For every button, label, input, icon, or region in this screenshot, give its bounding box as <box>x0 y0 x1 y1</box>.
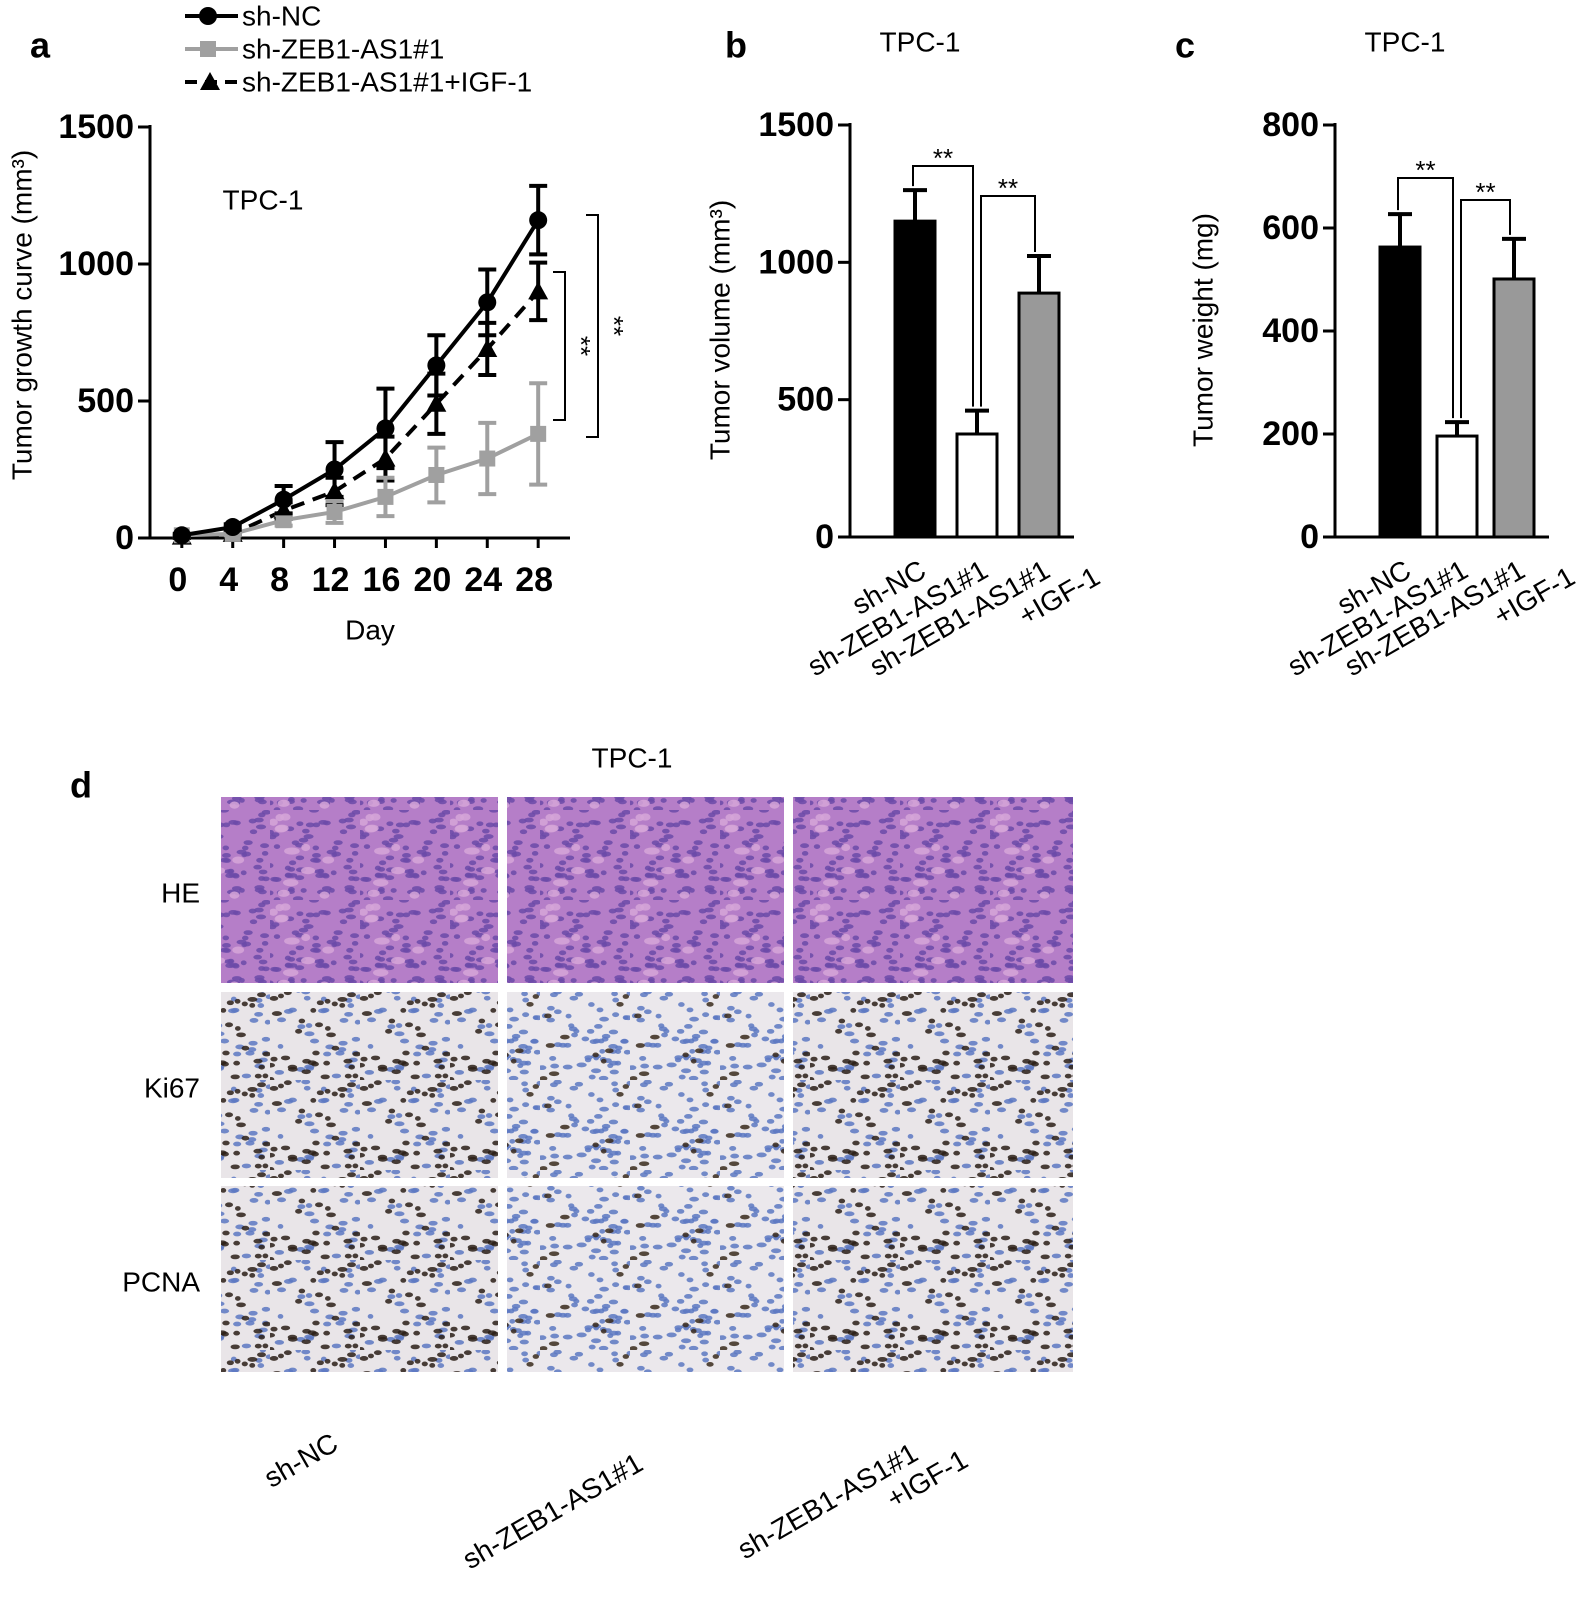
bar <box>955 432 999 539</box>
marker <box>377 488 394 505</box>
y-tick-label: 400 <box>1262 312 1319 350</box>
significance-label: ** <box>566 336 596 356</box>
x-axis-label: Day <box>345 615 395 646</box>
marker <box>528 281 549 300</box>
y-tick-label: 500 <box>777 381 834 419</box>
row-label: Ki67 <box>144 1073 200 1104</box>
y-tick-label: 600 <box>1262 209 1319 247</box>
x-tick-label: 4 <box>219 561 238 599</box>
y-axis-label: Tumor weight (mg) <box>1188 213 1219 447</box>
series-line <box>181 290 540 539</box>
significance-label: ** <box>998 173 1018 203</box>
x-tick-label: 16 <box>363 561 401 599</box>
significance-bracket <box>553 271 566 421</box>
marker <box>477 338 498 357</box>
y-tick-label: 1500 <box>758 106 834 144</box>
legend-marker <box>200 72 220 90</box>
x-tick-label: 0 <box>168 561 187 599</box>
category-label: sh-ZEB1-AS1#1 <box>457 1447 648 1575</box>
marker <box>428 466 445 483</box>
row-label: HE <box>161 878 200 909</box>
micrograph <box>221 797 498 983</box>
error-bar <box>965 408 989 434</box>
marker <box>172 526 191 545</box>
error-bar <box>1388 212 1412 248</box>
bar <box>1492 277 1536 539</box>
error-bar <box>1502 236 1526 279</box>
legend-marker <box>199 7 217 25</box>
y-tick-label: 800 <box>1262 106 1319 144</box>
significance-bracket <box>980 195 1036 407</box>
series-line <box>181 219 540 538</box>
histology-title: TPC-1 <box>592 743 673 774</box>
bar <box>1017 291 1061 539</box>
x-tick-label: 24 <box>464 561 502 599</box>
y-tick-label: 200 <box>1262 415 1319 453</box>
micrograph <box>221 992 498 1178</box>
significance-label: ** <box>1475 177 1495 207</box>
marker <box>326 503 343 520</box>
y-tick-label: 0 <box>115 519 134 557</box>
error-bar <box>1027 254 1051 294</box>
category-label: sh-ZEB1-AS1#1+IGF-1 <box>732 1417 973 1592</box>
x-tick-label: 12 <box>312 561 350 599</box>
marker <box>529 211 548 230</box>
y-axis-label: Tumor growth curve (mm³) <box>7 150 38 480</box>
marker <box>223 518 242 537</box>
bar <box>1435 434 1479 539</box>
micrograph <box>507 797 784 983</box>
marker <box>426 393 447 412</box>
legend-marker <box>200 41 216 57</box>
x-tick-label: 8 <box>270 561 289 599</box>
micrograph <box>793 1186 1073 1372</box>
significance-label: ** <box>1415 155 1435 185</box>
significance-bracket <box>586 214 599 438</box>
category-label: sh-NC <box>259 1427 343 1494</box>
x-tick-label: 20 <box>413 561 451 599</box>
legend-label: sh-NC <box>242 1 321 32</box>
marker <box>275 512 292 529</box>
marker <box>427 356 446 375</box>
significance-bracket <box>1397 177 1454 419</box>
marker <box>478 293 497 312</box>
y-tick-label: 0 <box>1300 518 1319 556</box>
marker <box>479 450 496 467</box>
micrograph <box>793 797 1073 983</box>
bar <box>1378 245 1422 539</box>
chart-title: TPC-1 <box>880 27 961 58</box>
micrograph <box>221 1186 498 1372</box>
legend-label: sh-ZEB1-AS1#1+IGF-1 <box>242 67 532 98</box>
y-tick-label: 1500 <box>58 108 134 146</box>
significance-label: ** <box>599 316 629 336</box>
marker <box>325 460 344 479</box>
bar <box>893 219 937 539</box>
panel-label: c <box>1175 25 1195 66</box>
error-bar <box>1445 420 1469 437</box>
chart-title: TPC-1 <box>1365 27 1446 58</box>
row-label: PCNA <box>122 1267 200 1298</box>
chart-title: TPC-1 <box>223 185 304 216</box>
y-tick-label: 1000 <box>58 245 134 283</box>
significance-bracket <box>1460 199 1511 419</box>
marker <box>530 425 547 442</box>
y-tick-label: 0 <box>815 518 834 556</box>
y-tick-label: 500 <box>77 382 134 420</box>
panel-label: b <box>725 25 747 66</box>
x-tick-label: 28 <box>515 561 553 599</box>
error-bar <box>903 188 927 222</box>
panel-label: a <box>30 25 51 66</box>
significance-bracket <box>912 165 974 407</box>
panel-label: d <box>70 765 92 806</box>
micrograph <box>507 992 784 1178</box>
marker <box>376 419 395 438</box>
significance-label: ** <box>933 143 953 173</box>
legend-label: sh-ZEB1-AS1#1 <box>242 34 444 65</box>
micrograph <box>793 992 1073 1178</box>
y-tick-label: 1000 <box>758 243 834 281</box>
micrograph <box>507 1186 784 1372</box>
marker <box>274 490 293 509</box>
y-axis-label: Tumor volume (mm³) <box>705 200 736 460</box>
